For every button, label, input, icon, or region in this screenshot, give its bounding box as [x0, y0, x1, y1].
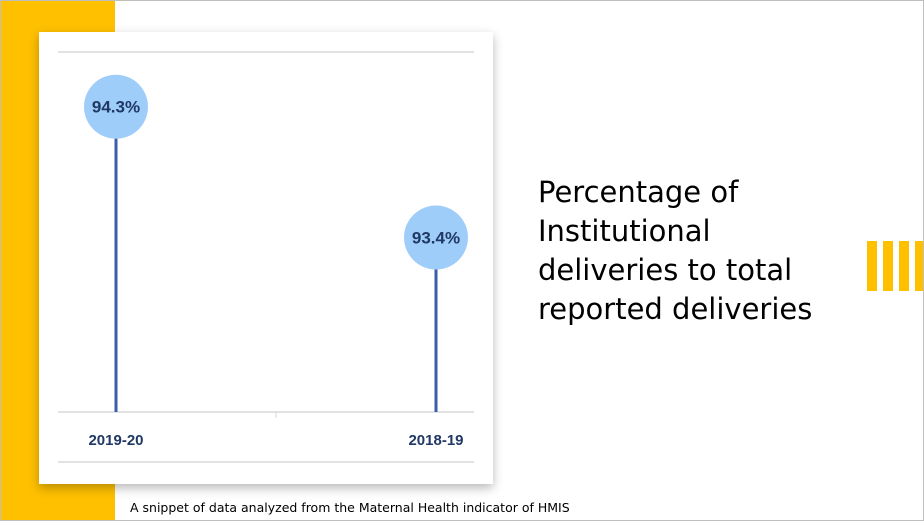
stripe — [899, 241, 909, 291]
stripe — [883, 241, 893, 291]
chart-card: 94.3% 2019-20 93.4% 2018-19 — [39, 32, 493, 484]
stripe — [915, 241, 923, 291]
decorative-stripes — [867, 241, 923, 291]
lollipop-head — [84, 74, 148, 139]
slide-title: Percentage of Institutional deliveries t… — [538, 175, 813, 326]
caption: A snippet of data analyzed from the Mate… — [130, 500, 570, 515]
data-label: 94.3% — [92, 98, 140, 117]
lollipop-head — [404, 205, 468, 270]
stripe — [867, 241, 877, 291]
x-tick-label: 2018-19 — [408, 432, 463, 449]
data-label: 93.4% — [412, 229, 460, 248]
lollipop-chart: 94.3% 2019-20 93.4% 2018-19 — [58, 51, 474, 463]
x-tick-label: 2019-20 — [88, 432, 143, 449]
